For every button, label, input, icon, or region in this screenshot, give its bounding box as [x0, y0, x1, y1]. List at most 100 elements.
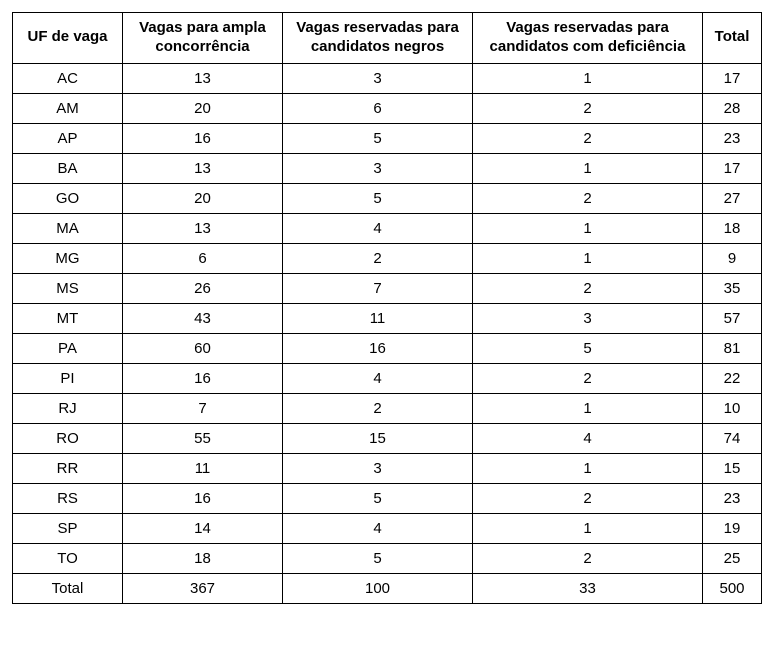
table-row: PA6016581	[13, 333, 762, 363]
table-cell: 5	[283, 123, 473, 153]
table-row: MS267235	[13, 273, 762, 303]
table-cell: 25	[703, 543, 762, 573]
table-cell: Total	[13, 573, 123, 603]
table-header-row: UF de vaga Vagas para ampla concorrência…	[13, 13, 762, 64]
table-cell: 5	[283, 543, 473, 573]
table-cell: 4	[473, 423, 703, 453]
table-cell: 19	[703, 513, 762, 543]
table-row: GO205227	[13, 183, 762, 213]
table-cell: 2	[473, 363, 703, 393]
table-cell: 15	[283, 423, 473, 453]
table-cell: 16	[123, 123, 283, 153]
table-row: AP165223	[13, 123, 762, 153]
table-cell: 4	[283, 363, 473, 393]
table-cell: 20	[123, 93, 283, 123]
table-row: Total36710033500	[13, 573, 762, 603]
table-cell: 2	[473, 93, 703, 123]
table-cell: AM	[13, 93, 123, 123]
table-cell: MT	[13, 303, 123, 333]
table-cell: 60	[123, 333, 283, 363]
vacancies-table: UF de vaga Vagas para ampla concorrência…	[12, 12, 762, 604]
table-cell: MG	[13, 243, 123, 273]
table-cell: 27	[703, 183, 762, 213]
table-cell: 17	[703, 153, 762, 183]
table-cell: 22	[703, 363, 762, 393]
table-cell: 3	[473, 303, 703, 333]
table-cell: 81	[703, 333, 762, 363]
table-cell: 23	[703, 123, 762, 153]
table-cell: 3	[283, 63, 473, 93]
table-cell: 5	[283, 183, 473, 213]
table-cell: 11	[283, 303, 473, 333]
table-cell: 500	[703, 573, 762, 603]
table-cell: MS	[13, 273, 123, 303]
table-cell: 14	[123, 513, 283, 543]
table-cell: GO	[13, 183, 123, 213]
table-cell: 33	[473, 573, 703, 603]
table-cell: 2	[473, 483, 703, 513]
table-cell: 5	[283, 483, 473, 513]
table-row: RO5515474	[13, 423, 762, 453]
table-cell: 5	[473, 333, 703, 363]
table-cell: 2	[283, 243, 473, 273]
table-cell: 20	[123, 183, 283, 213]
table-row: PI164222	[13, 363, 762, 393]
table-cell: 16	[123, 483, 283, 513]
table-cell: 74	[703, 423, 762, 453]
table-cell: 7	[283, 273, 473, 303]
table-row: MT4311357	[13, 303, 762, 333]
table-row: RJ72110	[13, 393, 762, 423]
table-row: RR113115	[13, 453, 762, 483]
table-cell: SP	[13, 513, 123, 543]
table-cell: 13	[123, 153, 283, 183]
table-cell: RJ	[13, 393, 123, 423]
table-cell: 55	[123, 423, 283, 453]
col-header-total: Total	[703, 13, 762, 64]
table-cell: 1	[473, 213, 703, 243]
table-cell: 35	[703, 273, 762, 303]
table-cell: 3	[283, 453, 473, 483]
col-header-negros: Vagas reservadas para candidatos negros	[283, 13, 473, 64]
table-cell: 13	[123, 63, 283, 93]
table-cell: TO	[13, 543, 123, 573]
table-cell: 18	[703, 213, 762, 243]
table-cell: 367	[123, 573, 283, 603]
table-cell: 18	[123, 543, 283, 573]
table-cell: 16	[123, 363, 283, 393]
table-cell: 10	[703, 393, 762, 423]
table-cell: 1	[473, 393, 703, 423]
table-cell: 26	[123, 273, 283, 303]
table-cell: 4	[283, 513, 473, 543]
table-cell: 2	[473, 543, 703, 573]
table-cell: 15	[703, 453, 762, 483]
table-cell: 1	[473, 453, 703, 483]
table-cell: 13	[123, 213, 283, 243]
table-cell: 57	[703, 303, 762, 333]
table-cell: 2	[283, 393, 473, 423]
table-row: AM206228	[13, 93, 762, 123]
table-cell: 23	[703, 483, 762, 513]
table-cell: MA	[13, 213, 123, 243]
table-cell: RS	[13, 483, 123, 513]
table-cell: 1	[473, 63, 703, 93]
table-row: MA134118	[13, 213, 762, 243]
table-cell: 28	[703, 93, 762, 123]
table-cell: PI	[13, 363, 123, 393]
table-cell: PA	[13, 333, 123, 363]
table-cell: 6	[123, 243, 283, 273]
table-cell: 7	[123, 393, 283, 423]
table-row: SP144119	[13, 513, 762, 543]
table-row: MG6219	[13, 243, 762, 273]
table-cell: 1	[473, 513, 703, 543]
table-cell: 2	[473, 123, 703, 153]
table-cell: RO	[13, 423, 123, 453]
table-cell: 9	[703, 243, 762, 273]
table-row: BA133117	[13, 153, 762, 183]
col-header-deficiencia: Vagas reservadas para candidatos com def…	[473, 13, 703, 64]
table-cell: AP	[13, 123, 123, 153]
table-cell: BA	[13, 153, 123, 183]
table-cell: 3	[283, 153, 473, 183]
table-cell: 2	[473, 273, 703, 303]
table-cell: 6	[283, 93, 473, 123]
table-cell: 43	[123, 303, 283, 333]
